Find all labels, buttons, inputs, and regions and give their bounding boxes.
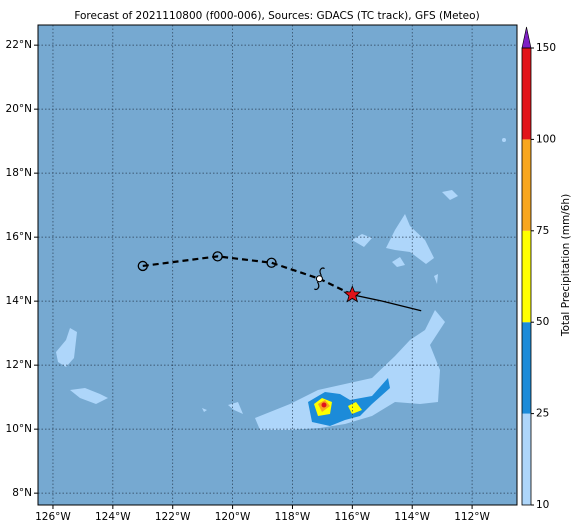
map-frame: [37, 24, 518, 506]
colorbar-tick-label: 25: [536, 408, 549, 420]
y-tick-label: 10°N: [6, 423, 32, 435]
x-tick-label: 122°W: [155, 511, 191, 523]
forecast-track-line: [142, 255, 353, 296]
y-tick-label: 14°N: [6, 295, 32, 307]
x-tick-label: 124°W: [95, 511, 131, 523]
forecast-position: [266, 257, 277, 268]
colorbar-segment: [522, 139, 531, 231]
colorbar-segment: [522, 48, 531, 140]
y-tick-label: 8°N: [12, 487, 32, 499]
y-tick-label: 18°N: [6, 167, 32, 179]
y-tick-label: 22°N: [6, 39, 32, 51]
tc-track: [137, 251, 422, 312]
past-track-line: [352, 294, 422, 312]
colorbar-extension: [521, 26, 532, 49]
colorbar-frame: [521, 47, 532, 506]
y-tick-label: 12°N: [6, 359, 32, 371]
forecast-position: [137, 260, 148, 272]
precip-areas: [56, 138, 506, 430]
colorbar-tick-label: 10: [536, 499, 549, 511]
graticule: [34, 25, 517, 509]
colorbar-segment: [522, 322, 531, 414]
x-tick-label: 126°W: [35, 511, 71, 523]
x-tick-label: 116°W: [335, 511, 371, 523]
current-position: [343, 285, 362, 303]
x-tick-label: 114°W: [394, 511, 430, 523]
forecast-position: [315, 275, 323, 283]
x-tick-label: 118°W: [275, 511, 311, 523]
forecast-position: [212, 251, 223, 262]
colorbar-segment: [522, 413, 531, 505]
x-tick-label: 120°W: [215, 511, 251, 523]
cyclone-symbol: [313, 267, 325, 291]
y-tick-label: 20°N: [6, 103, 32, 115]
colorbar-tick-label: 75: [536, 225, 549, 237]
y-tick-label: 16°N: [6, 231, 32, 243]
colorbar-tick-label: 50: [536, 316, 549, 328]
colorbar-segment: [522, 230, 531, 323]
title: Forecast of 2021110800 (f000-006), Sourc…: [74, 10, 479, 22]
colorbar-tick-label: 100: [536, 133, 556, 145]
x-tick-label: 112°W: [454, 511, 490, 523]
colorbar: 10 25 50 75 100 150: [521, 26, 556, 511]
colorbar-label: Total Precipitation (mm/6h): [560, 194, 572, 337]
ocean: [38, 25, 517, 505]
colorbar-tick-label: 150: [536, 42, 556, 54]
